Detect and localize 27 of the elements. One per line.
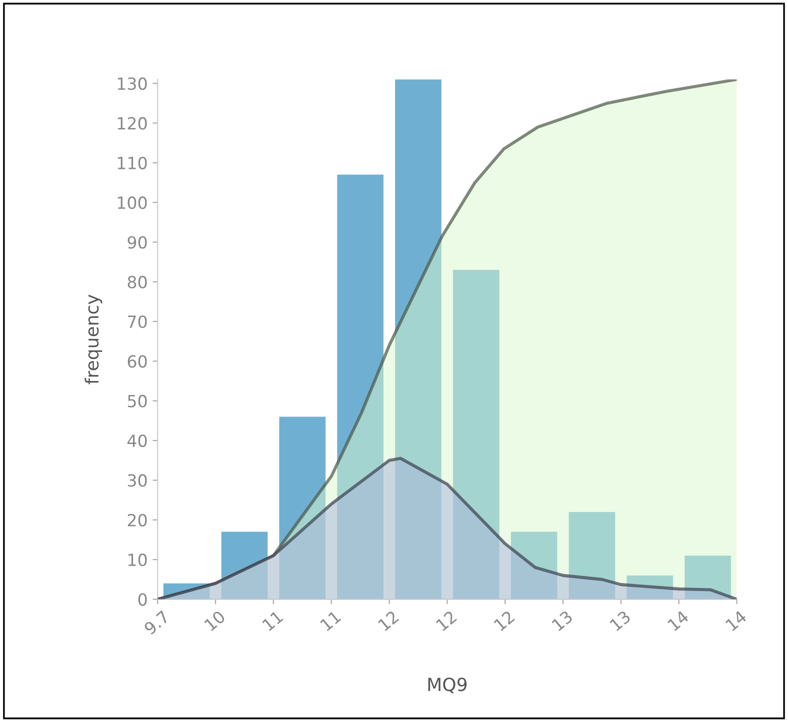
y-tick-label: 40 xyxy=(127,434,147,448)
y-tick-label: 20 xyxy=(128,514,147,526)
y-tick-label: 50 xyxy=(128,394,147,408)
y-tick-label: 130 xyxy=(118,77,147,90)
x-tick-label: 11 xyxy=(262,610,284,632)
y-tick-label: 110 xyxy=(118,156,147,170)
y-tick-label: 70 xyxy=(128,315,147,328)
x-tick-label: 13 xyxy=(609,610,632,632)
y-tick-label: 120 xyxy=(118,117,147,130)
x-tick-label: 14 xyxy=(725,610,748,632)
y-axis-title: frequency xyxy=(84,294,102,384)
x-tick-label: 12 xyxy=(435,610,457,632)
y-tick-label: 80 xyxy=(128,276,147,288)
x-tick-label: 11 xyxy=(320,610,342,632)
x-tick-label: 10 xyxy=(204,610,226,632)
x-tick-label: 12 xyxy=(493,610,515,632)
y-tick-label: 0 xyxy=(138,593,147,606)
x-axis-title: MQ9 xyxy=(428,678,467,694)
y-tick-label: 30 xyxy=(128,474,147,487)
x-tick-label: 14 xyxy=(667,610,690,632)
x-tick-label: 9.7 xyxy=(143,610,170,636)
x-tick-label: 13 xyxy=(551,610,574,632)
y-tick-label: 60 xyxy=(128,355,147,368)
x-tick-label: 12 xyxy=(378,610,400,632)
y-tick-label: 90 xyxy=(128,236,147,249)
y-tick-label: 10 xyxy=(128,554,147,566)
y-tick-label: 100 xyxy=(118,196,147,210)
